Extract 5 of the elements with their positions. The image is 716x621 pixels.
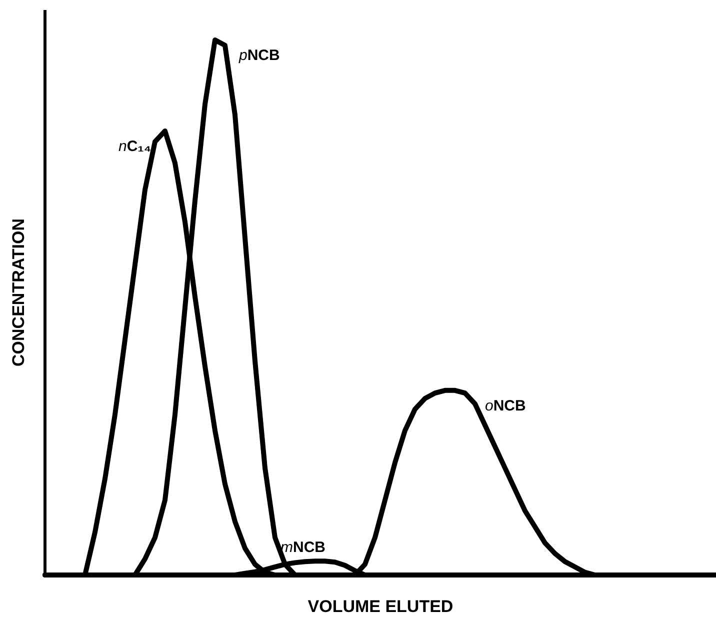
series-label: pNCB (238, 47, 280, 64)
x-axis-title: VOLUME ELUTED (308, 597, 454, 616)
series-label: oNCB (485, 397, 526, 414)
y-axis-title: CONCENTRATION (9, 218, 28, 366)
series-label: nC₁₄ (118, 138, 151, 155)
